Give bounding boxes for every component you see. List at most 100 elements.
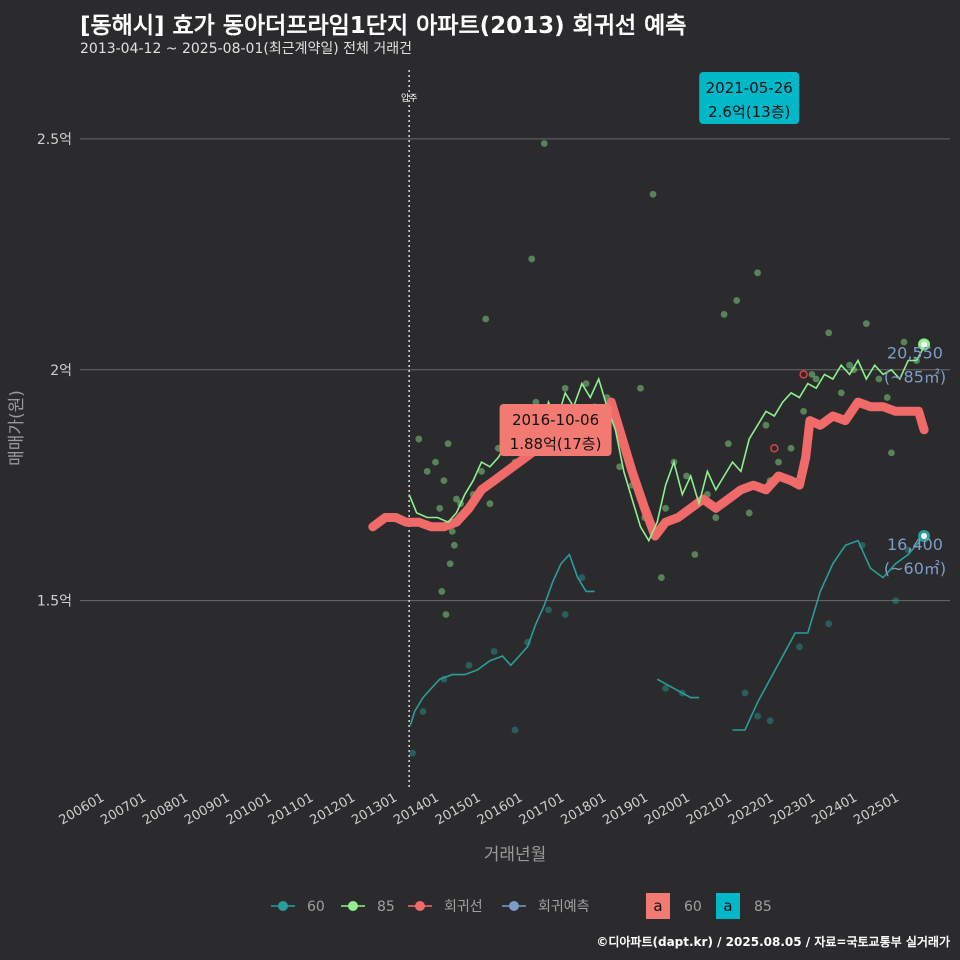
end-marker-center xyxy=(921,341,928,348)
scatter-point-85 xyxy=(846,361,854,369)
legend-marker xyxy=(348,901,358,911)
y-tick-label: 2.5억 xyxy=(37,132,72,148)
scatter-point-85 xyxy=(724,440,732,448)
x-tick-label: 201101 xyxy=(266,790,316,828)
scatter-point-85 xyxy=(649,190,657,198)
scatter-point-85 xyxy=(762,421,770,429)
scatter-point-85 xyxy=(438,588,446,595)
legend-marker xyxy=(278,901,288,911)
scatter-point-60 xyxy=(511,726,519,734)
x-tick-label: 201401 xyxy=(391,790,441,828)
scatter-point-85 xyxy=(448,528,456,535)
scatter-point-85 xyxy=(444,440,452,448)
move-in-label: 입주 xyxy=(401,92,418,104)
scatter-point-85 xyxy=(415,435,423,443)
scatter-point-85 xyxy=(812,375,820,383)
scatter-point-85 xyxy=(486,500,494,508)
annotation-date: 2016-10-06 xyxy=(512,411,599,429)
scatter-point-85 xyxy=(720,310,728,318)
footer-credit: ©디아파트(dapt.kr) / 2025.08.05 / 자료=국토교통부 실… xyxy=(596,935,950,949)
annotation-box-60 xyxy=(499,404,612,456)
scatter-point-60 xyxy=(796,643,803,651)
legend-box xyxy=(716,893,740,919)
scatter-point-60 xyxy=(741,689,749,697)
x-tick-label: 200701 xyxy=(98,790,148,828)
scatter-point-85 xyxy=(482,315,490,323)
end-value-label-85: 20,550 xyxy=(887,343,943,362)
legend-label: 60 xyxy=(307,899,325,915)
scatter-point-85 xyxy=(442,611,450,618)
scatter-point-85 xyxy=(888,449,895,457)
scatter-point-85 xyxy=(883,394,891,401)
y-axis-label: 매매가(원) xyxy=(7,390,27,466)
scatter-point-85 xyxy=(478,467,485,475)
scatter-point-85 xyxy=(436,504,444,512)
scatter-point-85 xyxy=(432,458,439,466)
legend-box-label: 60 xyxy=(684,899,702,915)
end-value-label-60: 16,400 xyxy=(887,535,943,554)
scatter-point-85 xyxy=(561,384,569,392)
scatter-point-85 xyxy=(446,560,454,568)
scatter-point-85 xyxy=(837,389,845,397)
end-area-label-85: (~85㎡) xyxy=(884,367,946,386)
series-60-line xyxy=(656,678,699,699)
legend-label: 85 xyxy=(377,899,395,915)
scatter-point-85 xyxy=(808,370,816,378)
annotation-price: 1.88억(17층) xyxy=(510,435,602,453)
annotation-box-85 xyxy=(699,72,800,124)
regression-line xyxy=(368,397,929,541)
scatter-point-85 xyxy=(900,338,908,346)
scatter-point-60 xyxy=(754,712,761,720)
legend-box-letter: a xyxy=(723,897,732,915)
x-tick-label: 200601 xyxy=(57,790,107,828)
scatter-point-85 xyxy=(616,463,623,471)
scatter-point-85 xyxy=(540,140,548,147)
scatter-point-60 xyxy=(662,685,669,692)
x-tick-label: 202201 xyxy=(726,790,776,828)
series-85-line xyxy=(408,346,925,543)
x-tick-label: 201601 xyxy=(475,790,525,828)
legend-marker xyxy=(509,901,519,911)
scatter-point-85 xyxy=(453,495,460,503)
series-60-line xyxy=(732,535,925,731)
scatter-point-85 xyxy=(733,297,741,304)
scatter-point-60 xyxy=(766,717,774,725)
x-tick-label: 200801 xyxy=(140,790,190,828)
scatter-point-85 xyxy=(662,504,669,512)
x-axis-label: 거래년월 xyxy=(484,845,547,865)
annotation-date: 2021-05-26 xyxy=(706,79,793,97)
x-tick-label: 201201 xyxy=(308,790,358,828)
scatter-point-85 xyxy=(582,380,590,388)
scatter-point-85 xyxy=(532,398,540,406)
scatter-point-85 xyxy=(528,255,536,263)
x-tick-label: 202401 xyxy=(809,790,859,828)
scatter-point-85 xyxy=(800,407,808,415)
x-tick-label: 201701 xyxy=(517,790,567,828)
scatter-point-85 xyxy=(637,384,644,392)
scatter-point-60 xyxy=(578,574,586,581)
scatter-point-60 xyxy=(465,661,473,669)
regression-marker xyxy=(770,444,779,453)
legend-box xyxy=(646,893,670,919)
x-tick-label: 200901 xyxy=(182,790,232,828)
annotation-price: 2.6억(13층) xyxy=(708,103,790,121)
x-tick-label: 202301 xyxy=(768,790,818,828)
x-tick-label: 201901 xyxy=(600,790,650,828)
regression-marker xyxy=(799,370,808,379)
scatter-point-60 xyxy=(561,611,569,618)
scatter-point-85 xyxy=(875,375,883,383)
x-tick-label: 202501 xyxy=(851,790,901,828)
scatter-point-60 xyxy=(419,708,427,715)
scatter-point-85 xyxy=(657,574,665,581)
scatter-point-85 xyxy=(691,551,699,558)
legend-marker xyxy=(415,901,425,911)
legend-box-letter: a xyxy=(653,897,662,915)
x-tick-label: 201501 xyxy=(433,790,483,828)
x-tick-label: 202101 xyxy=(684,790,734,828)
scatter-point-85 xyxy=(745,509,753,517)
scatter-point-60 xyxy=(490,648,498,655)
scatter-point-85 xyxy=(440,477,448,485)
scatter-point-85 xyxy=(423,467,431,475)
legend-label: 회귀예측 xyxy=(538,899,590,915)
